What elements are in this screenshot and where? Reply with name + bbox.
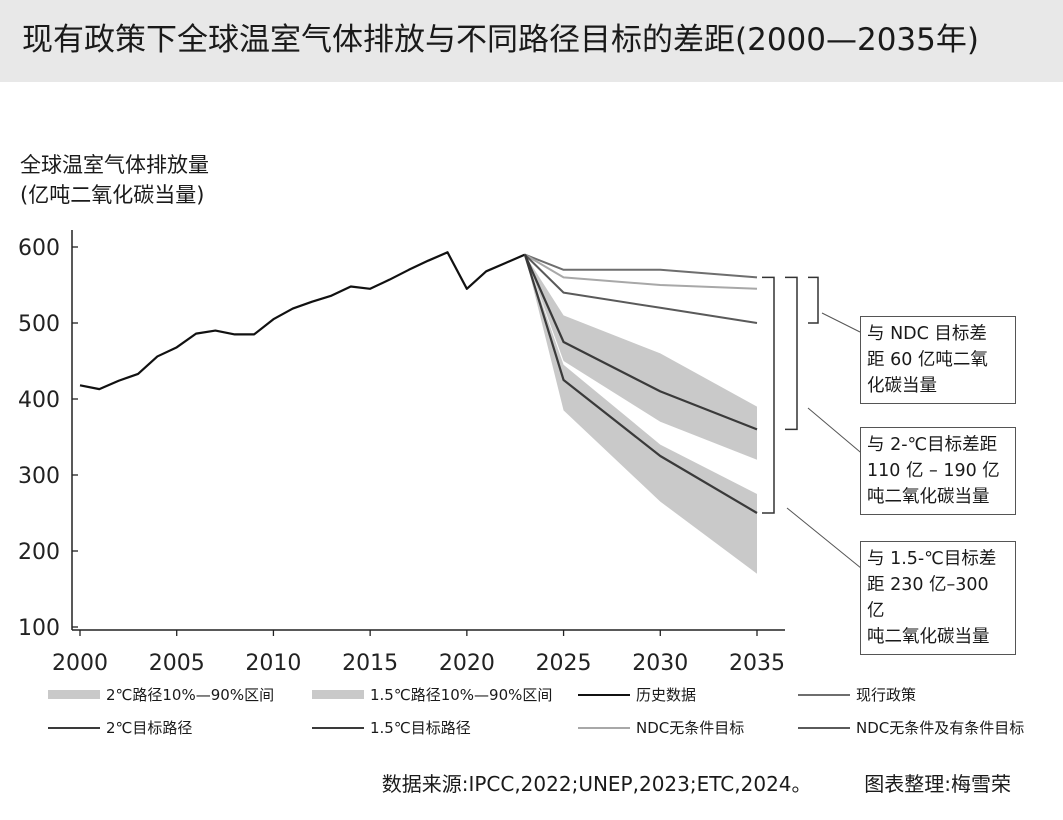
y-tick-label: 600: [18, 236, 60, 261]
series-ndc-conditional: [524, 253, 758, 324]
series-15c-path: [523, 254, 758, 514]
series-history: [79, 251, 526, 391]
connector-15c: [786, 507, 873, 578]
legend-item-2c-band: 2℃路径10%—90%区间: [48, 684, 274, 705]
legend-swatch: [312, 690, 364, 699]
annotation-15c-gap: 与 1.5-℃目标差 距 230 亿–300 亿 吨二氧化碳当量: [860, 541, 1016, 655]
annotation-line: 距 60 亿吨二氧: [867, 350, 988, 370]
annotation-line: 吨二氧化碳当量: [867, 627, 990, 647]
series-ndc-unconditional: [524, 253, 758, 290]
legend-item-15c-path: 1.5℃目标路径: [312, 717, 471, 738]
source-note: 数据来源:IPCC,2022;UNEP,2023;ETC,2024。 图表整理:…: [382, 768, 1011, 797]
legend-item-history: 历史数据: [578, 684, 696, 705]
bracket-15c: [762, 276, 775, 514]
y-tick-label: 200: [18, 540, 60, 565]
legend-swatch: [312, 726, 364, 729]
y-axis-label-line2: (亿吨二氧化碳当量): [20, 183, 205, 207]
x-tick-label: 2030: [632, 651, 688, 676]
legend-swatch: [798, 726, 850, 729]
title-bar: 现有政策下全球温室气体排放与不同路径目标的差距(2000—2035年): [0, 0, 1063, 82]
band-15c: [524, 254, 757, 574]
legend-item-current-policy: 现行政策: [798, 684, 916, 705]
annotation-line: 化碳当量: [867, 376, 937, 396]
y-tick-label: 400: [18, 388, 60, 413]
annotation-line: 距 230 亿–300 亿: [867, 575, 989, 621]
legend-label: 现行政策: [856, 686, 917, 704]
legend-item-15c-band: 1.5℃路径10%—90%区间: [312, 684, 552, 705]
x-tick-label: 2025: [536, 651, 592, 676]
bracket-ndc: [808, 276, 819, 324]
y-axis-label-line1: 全球温室气体排放量: [20, 153, 209, 177]
annotation-2c-gap: 与 2-℃目标差距 110 亿 – 190 亿 吨二氧化碳当量: [860, 427, 1016, 515]
legend-item-ndc-conditional: NDC无条件及有条件目标: [798, 717, 1024, 738]
legend-item-2c-path: 2℃目标路径: [48, 717, 192, 738]
y-tick-label: 500: [18, 312, 60, 337]
band-2c: [524, 254, 757, 460]
annotation-line: 吨二氧化碳当量: [867, 487, 990, 507]
chart-title: 现有政策下全球温室气体排放与不同路径目标的差距(2000—2035年): [22, 22, 979, 58]
x-tick-label: 2035: [729, 651, 785, 676]
legend-swatch: [578, 726, 630, 729]
legend-item-ndc-unconditional: NDC无条件目标: [578, 717, 744, 738]
credit-text: 图表整理:梅雪荣: [864, 772, 1011, 796]
series-2c-path: [523, 254, 758, 431]
x-tick-label: 2000: [52, 651, 108, 676]
annotation-ndc-gap: 与 NDC 目标差 距 60 亿吨二氧 化碳当量: [860, 316, 1016, 404]
annotation-line: 与 1.5-℃目标差: [867, 549, 997, 569]
legend-label: NDC无条件目标: [636, 719, 745, 737]
x-tick-label: 2020: [439, 651, 495, 676]
legend-swatch: [48, 726, 100, 729]
x-tick-label: 2015: [342, 651, 398, 676]
legend-label: 1.5℃目标路径: [370, 719, 471, 737]
legend-label: NDC无条件及有条件目标: [856, 719, 1025, 737]
series-current-policy: [524, 253, 758, 279]
annotation-line: 110 亿 – 190 亿: [867, 461, 1000, 481]
x-tick-label: 2010: [245, 651, 301, 676]
x-tick-label: 2005: [149, 651, 205, 676]
bracket-2c: [785, 276, 798, 431]
legend-swatch: [798, 693, 850, 696]
y-tick-label: 100: [18, 616, 60, 641]
legend-swatch: [578, 693, 630, 696]
legend-label: 历史数据: [636, 686, 697, 704]
legend-label: 1.5℃路径10%—90%区间: [370, 686, 553, 704]
connector-ndc: [821, 312, 861, 333]
annotation-line: 与 NDC 目标差: [867, 324, 987, 344]
legend-swatch: [48, 690, 100, 699]
legend-label: 2℃目标路径: [106, 719, 193, 737]
annotation-line: 与 2-℃目标差距: [867, 435, 998, 455]
source-text: 数据来源:IPCC,2022;UNEP,2023;ETC,2024。: [381, 772, 812, 796]
y-tick-label: 300: [18, 464, 60, 489]
legend-label: 2℃路径10%—90%区间: [106, 686, 275, 704]
